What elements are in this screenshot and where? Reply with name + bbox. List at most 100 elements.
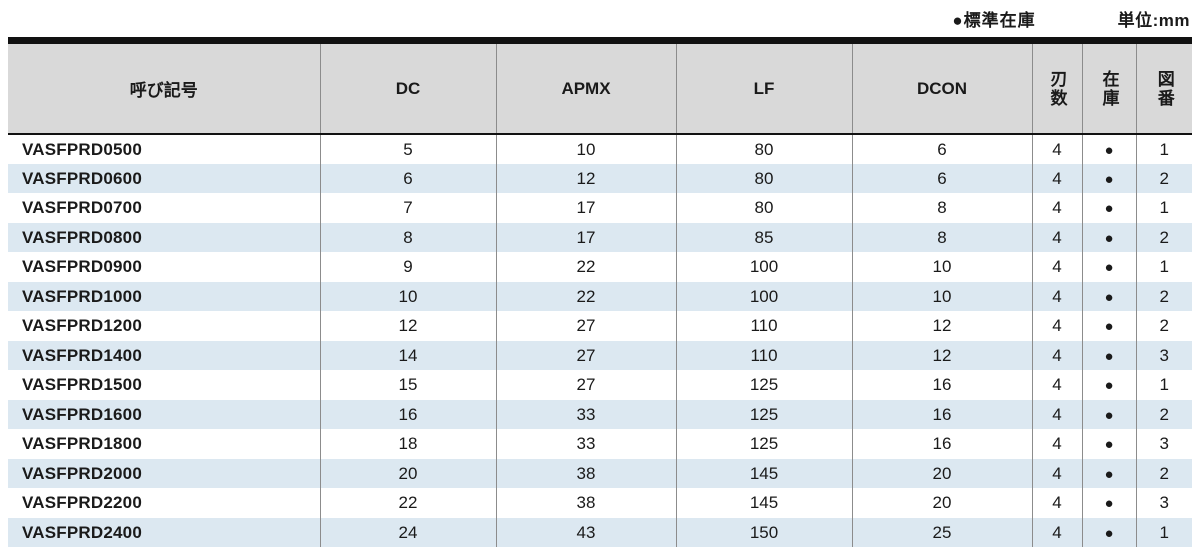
cell-dc: 12	[319, 311, 496, 341]
spec-table: 呼び記号 DC APMX LF DCON 刃数 在庫 図番 VASFPRD050…	[8, 44, 1192, 547]
cell-dc: 16	[319, 399, 496, 429]
cell-fig-no: 2	[1135, 163, 1192, 193]
cell-lf: 125	[675, 429, 852, 459]
stock-legend: ●標準在庫	[952, 11, 1036, 30]
cell-lf: 80	[675, 163, 852, 193]
cell-flutes: 4	[1031, 134, 1082, 164]
spec-table-wrap: 呼び記号 DC APMX LF DCON 刃数 在庫 図番 VASFPRD050…	[8, 37, 1192, 547]
cell-stock: ●	[1081, 222, 1136, 252]
table-row: VASFPRD1000 10 22 100 10 4 ● 2	[8, 281, 1192, 311]
cell-apmx: 27	[495, 311, 676, 341]
table-row: VASFPRD1200 12 27 110 12 4 ● 2	[8, 311, 1192, 341]
stock-dot-icon: ●	[1104, 170, 1114, 188]
cell-dc: 8	[319, 222, 496, 252]
cell-designation: VASFPRD1500	[22, 375, 142, 395]
cell-lf: 100	[675, 252, 852, 282]
cell-dc: 6	[319, 163, 496, 193]
table-row: VASFPRD0700 7 17 80 8 4 ● 1	[8, 193, 1192, 223]
table-top-rule	[8, 37, 1192, 44]
header-designation: 呼び記号	[8, 44, 320, 135]
stock-dot-icon: ●	[1104, 406, 1114, 424]
cell-fig-no: 3	[1135, 340, 1192, 370]
cell-apmx: 22	[495, 281, 676, 311]
cell-fig-no: 2	[1135, 399, 1192, 429]
table-row: VASFPRD1600 16 33 125 16 4 ● 2	[8, 399, 1192, 429]
cell-stock: ●	[1081, 281, 1136, 311]
cell-dcon: 10	[851, 252, 1032, 282]
cell-stock: ●	[1081, 517, 1136, 547]
cell-flutes: 4	[1031, 429, 1082, 459]
cell-designation: VASFPRD2400	[22, 522, 142, 542]
stock-dot-icon: ●	[1104, 141, 1114, 159]
cell-apmx: 12	[495, 163, 676, 193]
cell-apmx: 38	[495, 488, 676, 518]
cell-apmx: 10	[495, 134, 676, 164]
cell-lf: 85	[675, 222, 852, 252]
cell-dcon: 16	[851, 429, 1032, 459]
cell-fig-no: 1	[1135, 193, 1192, 223]
cell-apmx: 33	[495, 429, 676, 459]
cell-flutes: 4	[1031, 399, 1082, 429]
cell-fig-no: 1	[1135, 370, 1192, 400]
cell-stock: ●	[1081, 399, 1136, 429]
cell-designation: VASFPRD0700	[22, 198, 142, 218]
cell-lf: 110	[675, 311, 852, 341]
header-flutes: 刃数	[1031, 44, 1082, 135]
cell-flutes: 4	[1031, 252, 1082, 282]
cell-dc: 18	[319, 429, 496, 459]
cell-designation: VASFPRD2200	[22, 493, 142, 513]
cell-stock: ●	[1081, 370, 1136, 400]
cell-flutes: 4	[1031, 370, 1082, 400]
cell-flutes: 4	[1031, 517, 1082, 547]
cell-designation: VASFPRD1200	[22, 316, 142, 336]
cell-lf: 125	[675, 399, 852, 429]
table-row: VASFPRD0500 5 10 80 6 4 ● 1	[8, 134, 1192, 164]
stock-dot-icon: ●	[1104, 200, 1114, 218]
header-stock: 在庫	[1081, 44, 1136, 135]
cell-apmx: 17	[495, 193, 676, 223]
table-legend-strip: ●標準在庫 単位:mm	[0, 0, 1200, 37]
cell-dcon: 20	[851, 488, 1032, 518]
cell-lf: 100	[675, 281, 852, 311]
cell-lf: 110	[675, 340, 852, 370]
cell-dc: 5	[319, 134, 496, 164]
cell-designation: VASFPRD0500	[22, 139, 142, 159]
cell-dcon: 6	[851, 134, 1032, 164]
cell-fig-no: 3	[1135, 429, 1192, 459]
cell-dcon: 10	[851, 281, 1032, 311]
cell-apmx: 27	[495, 370, 676, 400]
cell-apmx: 38	[495, 458, 676, 488]
cell-fig-no: 2	[1135, 222, 1192, 252]
cell-dcon: 12	[851, 311, 1032, 341]
cell-apmx: 43	[495, 517, 676, 547]
cell-apmx: 33	[495, 399, 676, 429]
cell-flutes: 4	[1031, 488, 1082, 518]
stock-dot-icon: ●	[1104, 377, 1114, 395]
cell-stock: ●	[1081, 488, 1136, 518]
stock-dot-icon: ●	[1104, 465, 1114, 483]
cell-designation: VASFPRD0800	[22, 227, 142, 247]
cell-stock: ●	[1081, 458, 1136, 488]
table-row: VASFPRD0900 9 22 100 10 4 ● 1	[8, 252, 1192, 282]
table-row: VASFPRD2400 24 43 150 25 4 ● 1	[8, 517, 1192, 547]
cell-designation: VASFPRD1600	[22, 404, 142, 424]
stock-dot-icon: ●	[1104, 436, 1114, 454]
cell-flutes: 4	[1031, 281, 1082, 311]
cell-flutes: 4	[1031, 163, 1082, 193]
cell-dcon: 25	[851, 517, 1032, 547]
stock-dot-icon: ●	[1104, 495, 1114, 513]
cell-lf: 145	[675, 488, 852, 518]
cell-dcon: 12	[851, 340, 1032, 370]
cell-designation: VASFPRD0900	[22, 257, 142, 277]
stock-dot-icon: ●	[1104, 229, 1114, 247]
table-row: VASFPRD1500 15 27 125 16 4 ● 1	[8, 370, 1192, 400]
cell-dc: 10	[319, 281, 496, 311]
cell-dc: 24	[319, 517, 496, 547]
cell-designation: VASFPRD1400	[22, 345, 142, 365]
cell-dc: 15	[319, 370, 496, 400]
stock-dot-icon: ●	[1104, 524, 1114, 542]
cell-stock: ●	[1081, 429, 1136, 459]
header-lf: LF	[675, 44, 852, 135]
table-row: VASFPRD0800 8 17 85 8 4 ● 2	[8, 222, 1192, 252]
cell-stock: ●	[1081, 311, 1136, 341]
